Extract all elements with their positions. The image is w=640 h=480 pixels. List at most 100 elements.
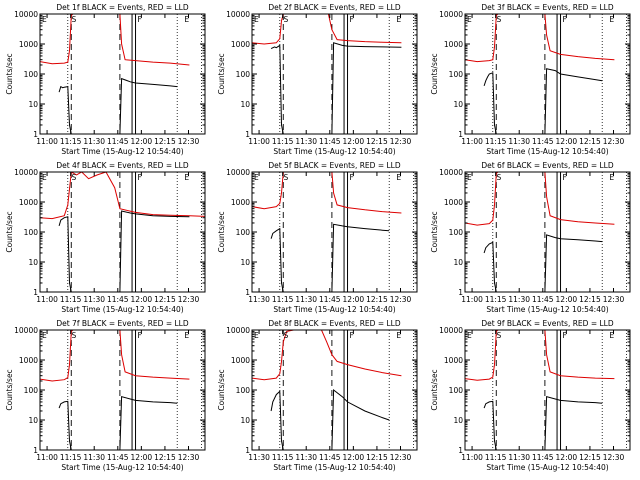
- chart-title: Det 4f BLACK = Events, RED = LLD: [56, 161, 189, 170]
- x-tick-label: 11:00: [36, 453, 58, 462]
- y-tick-label: 10: [28, 100, 38, 109]
- y-tick-label: 1000: [19, 356, 38, 365]
- x-tick-label: 11:30: [83, 453, 105, 462]
- interval-marker-1: S: [72, 331, 77, 340]
- interval-marker-2: F: [350, 173, 354, 182]
- y-tick-label: 10: [240, 258, 250, 267]
- y-tick-label: 100: [24, 386, 39, 395]
- plot-area: [465, 14, 627, 134]
- x-tick-label: 12:15: [579, 453, 601, 462]
- x-tick-label: 11:00: [36, 137, 58, 146]
- x-tick-label: 11:15: [485, 295, 507, 304]
- interval-marker-2: F: [350, 331, 354, 340]
- x-axis-label: Start Time (15-Aug-12 10:54:40): [61, 463, 183, 472]
- x-tick-label: 11:15: [60, 137, 82, 146]
- y-axis-label: Counts/sec: [5, 369, 14, 410]
- y-tick-label: 1000: [19, 40, 38, 49]
- y-tick-label: 100: [236, 70, 251, 79]
- y-tick-label: 10000: [439, 168, 463, 177]
- x-tick-label: 11:45: [107, 453, 129, 462]
- series-line-events: [58, 396, 178, 450]
- y-tick-label: 10: [453, 258, 463, 267]
- chart-panel-6: Det 6f BLACK = Events, RED = LLD E S F E 11:0…: [430, 161, 631, 314]
- interval-marker-1: S: [284, 15, 289, 24]
- y-axis-label: Counts/sec: [217, 369, 226, 410]
- interval-marker-0: E: [254, 15, 259, 24]
- x-axis-label: Start Time (15-Aug-12 10:54:40): [486, 305, 608, 314]
- y-tick-label: 10000: [14, 326, 38, 335]
- x-tick-label: 12:15: [154, 295, 176, 304]
- interval-marker-1: S: [284, 173, 289, 182]
- x-tick-label: 11:15: [272, 295, 294, 304]
- x-tick-label: 11:15: [60, 453, 82, 462]
- series-line-events: [58, 210, 190, 292]
- x-tick-label: 11:30: [248, 453, 270, 462]
- x-axis-label: Start Time (15-Aug-12 10:54:40): [273, 463, 395, 472]
- x-tick-label: 12:00: [556, 137, 578, 146]
- x-tick-label: 12:15: [579, 295, 601, 304]
- y-tick-label: 10000: [226, 168, 250, 177]
- y-axis-label: Counts/sec: [5, 53, 14, 94]
- x-tick-label: 11:00: [461, 295, 483, 304]
- x-tick-label: 11:45: [319, 453, 341, 462]
- x-tick-label: 11:45: [532, 295, 554, 304]
- x-tick-label: 11:45: [532, 453, 554, 462]
- x-tick-label: 12:30: [178, 295, 200, 304]
- y-tick-label: 1000: [231, 198, 250, 207]
- x-tick-label: 11:30: [295, 453, 317, 462]
- x-tick-label: 12:30: [390, 137, 412, 146]
- y-tick-label: 100: [24, 70, 39, 79]
- x-tick-label: 12:15: [366, 295, 388, 304]
- y-tick-label: 10: [453, 416, 463, 425]
- plot-area: [252, 14, 414, 134]
- y-tick-label: 1: [245, 130, 250, 139]
- x-tick-label: 11:00: [461, 137, 483, 146]
- chart-panel-8: Det 8f BLACK = Events, RED = LLD E S F E 11:3…: [217, 319, 418, 472]
- interval-marker-0: E: [467, 173, 472, 182]
- y-tick-label: 1: [458, 130, 463, 139]
- series-line-lld: [40, 14, 190, 66]
- series-line-events: [58, 77, 178, 134]
- x-axis-label: Start Time (15-Aug-12 10:54:40): [486, 147, 608, 156]
- x-tick-label: 12:00: [556, 295, 578, 304]
- chart-title: Det 3f BLACK = Events, RED = LLD: [481, 3, 614, 12]
- series-line-lld: [252, 330, 402, 381]
- y-tick-label: 1000: [231, 356, 250, 365]
- y-tick-label: 100: [449, 386, 464, 395]
- y-tick-label: 1: [458, 446, 463, 455]
- y-tick-label: 100: [236, 228, 251, 237]
- y-tick-label: 10000: [439, 326, 463, 335]
- chart-title: Det 6f BLACK = Events, RED = LLD: [481, 161, 614, 170]
- x-tick-label: 11:15: [272, 453, 294, 462]
- interval-marker-1: S: [497, 15, 502, 24]
- x-tick-label: 11:30: [295, 295, 317, 304]
- x-tick-label: 12:30: [178, 137, 200, 146]
- x-tick-label: 12:15: [366, 453, 388, 462]
- interval-marker-0: E: [42, 173, 47, 182]
- interval-marker-3: E: [184, 173, 189, 182]
- y-tick-label: 1: [458, 288, 463, 297]
- plot-frame: [39, 13, 206, 135]
- x-tick-label: 11:00: [461, 453, 483, 462]
- x-axis-label: Start Time (15-Aug-12 10:54:40): [273, 147, 395, 156]
- x-tick-label: 11:00: [36, 295, 58, 304]
- plot-area: [252, 330, 414, 450]
- chart-title: Det 8f BLACK = Events, RED = LLD: [268, 319, 401, 328]
- y-tick-label: 100: [449, 228, 464, 237]
- y-tick-label: 100: [236, 386, 251, 395]
- y-tick-label: 1: [33, 130, 38, 139]
- y-tick-label: 10000: [14, 168, 38, 177]
- chart-panel-3: Det 3f BLACK = Events, RED = LLD E S F E 11:0…: [430, 3, 631, 156]
- chart-panel-2: Det 2f BLACK = Events, RED = LLD E S F E 11:0…: [217, 3, 418, 156]
- x-tick-label: 12:30: [390, 453, 412, 462]
- y-tick-label: 1: [245, 446, 250, 455]
- series-line-lld: [40, 330, 190, 382]
- y-axis-label: Counts/sec: [217, 211, 226, 252]
- interval-marker-2: F: [350, 15, 354, 24]
- y-tick-label: 10: [240, 416, 250, 425]
- plot-frame: [464, 329, 631, 451]
- x-tick-label: 11:15: [60, 295, 82, 304]
- y-tick-label: 10000: [226, 326, 250, 335]
- x-tick-label: 12:00: [131, 453, 153, 462]
- interval-marker-3: E: [396, 15, 401, 24]
